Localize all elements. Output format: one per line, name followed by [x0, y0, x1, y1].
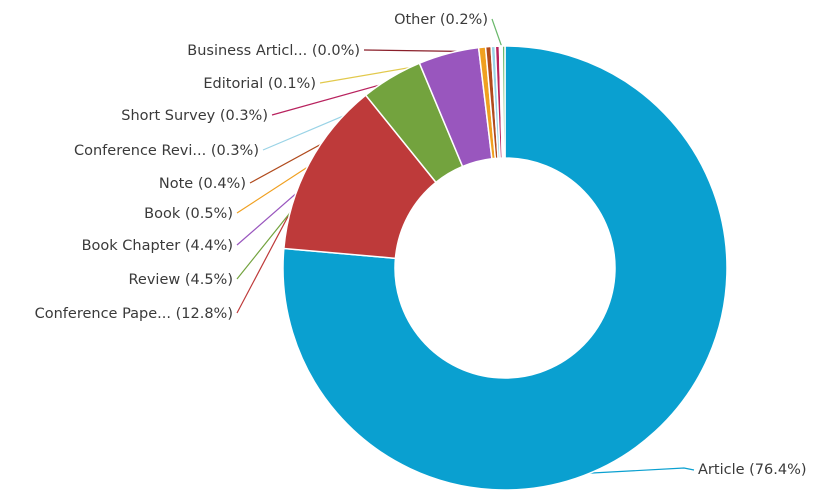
donut-slices	[282, 45, 728, 491]
slice-label: Book Chapter (4.4%)	[82, 238, 233, 254]
slice-label: Conference Pape... (12.8%)	[35, 306, 233, 322]
slice-label: Short Survey (0.3%)	[121, 108, 268, 124]
slice-label: Review (4.5%)	[129, 272, 234, 288]
slice-article	[282, 45, 728, 491]
slice-label: Business Articl... (0.0%)	[187, 43, 360, 59]
slice-labels: Article (76.4%) Conference Pape... (12.8%…	[35, 12, 807, 478]
leader-line	[589, 467, 695, 474]
slice-other	[501, 45, 506, 159]
slice-label: Conference Revi... (0.3%)	[74, 143, 259, 159]
slice-label: Article (76.4%)	[698, 462, 807, 478]
slice-label: Note (0.4%)	[159, 176, 246, 192]
slice-label: Editorial (0.1%)	[203, 76, 316, 92]
slice-label: Other (0.2%)	[394, 12, 488, 28]
slice-label: Book (0.5%)	[144, 206, 233, 222]
